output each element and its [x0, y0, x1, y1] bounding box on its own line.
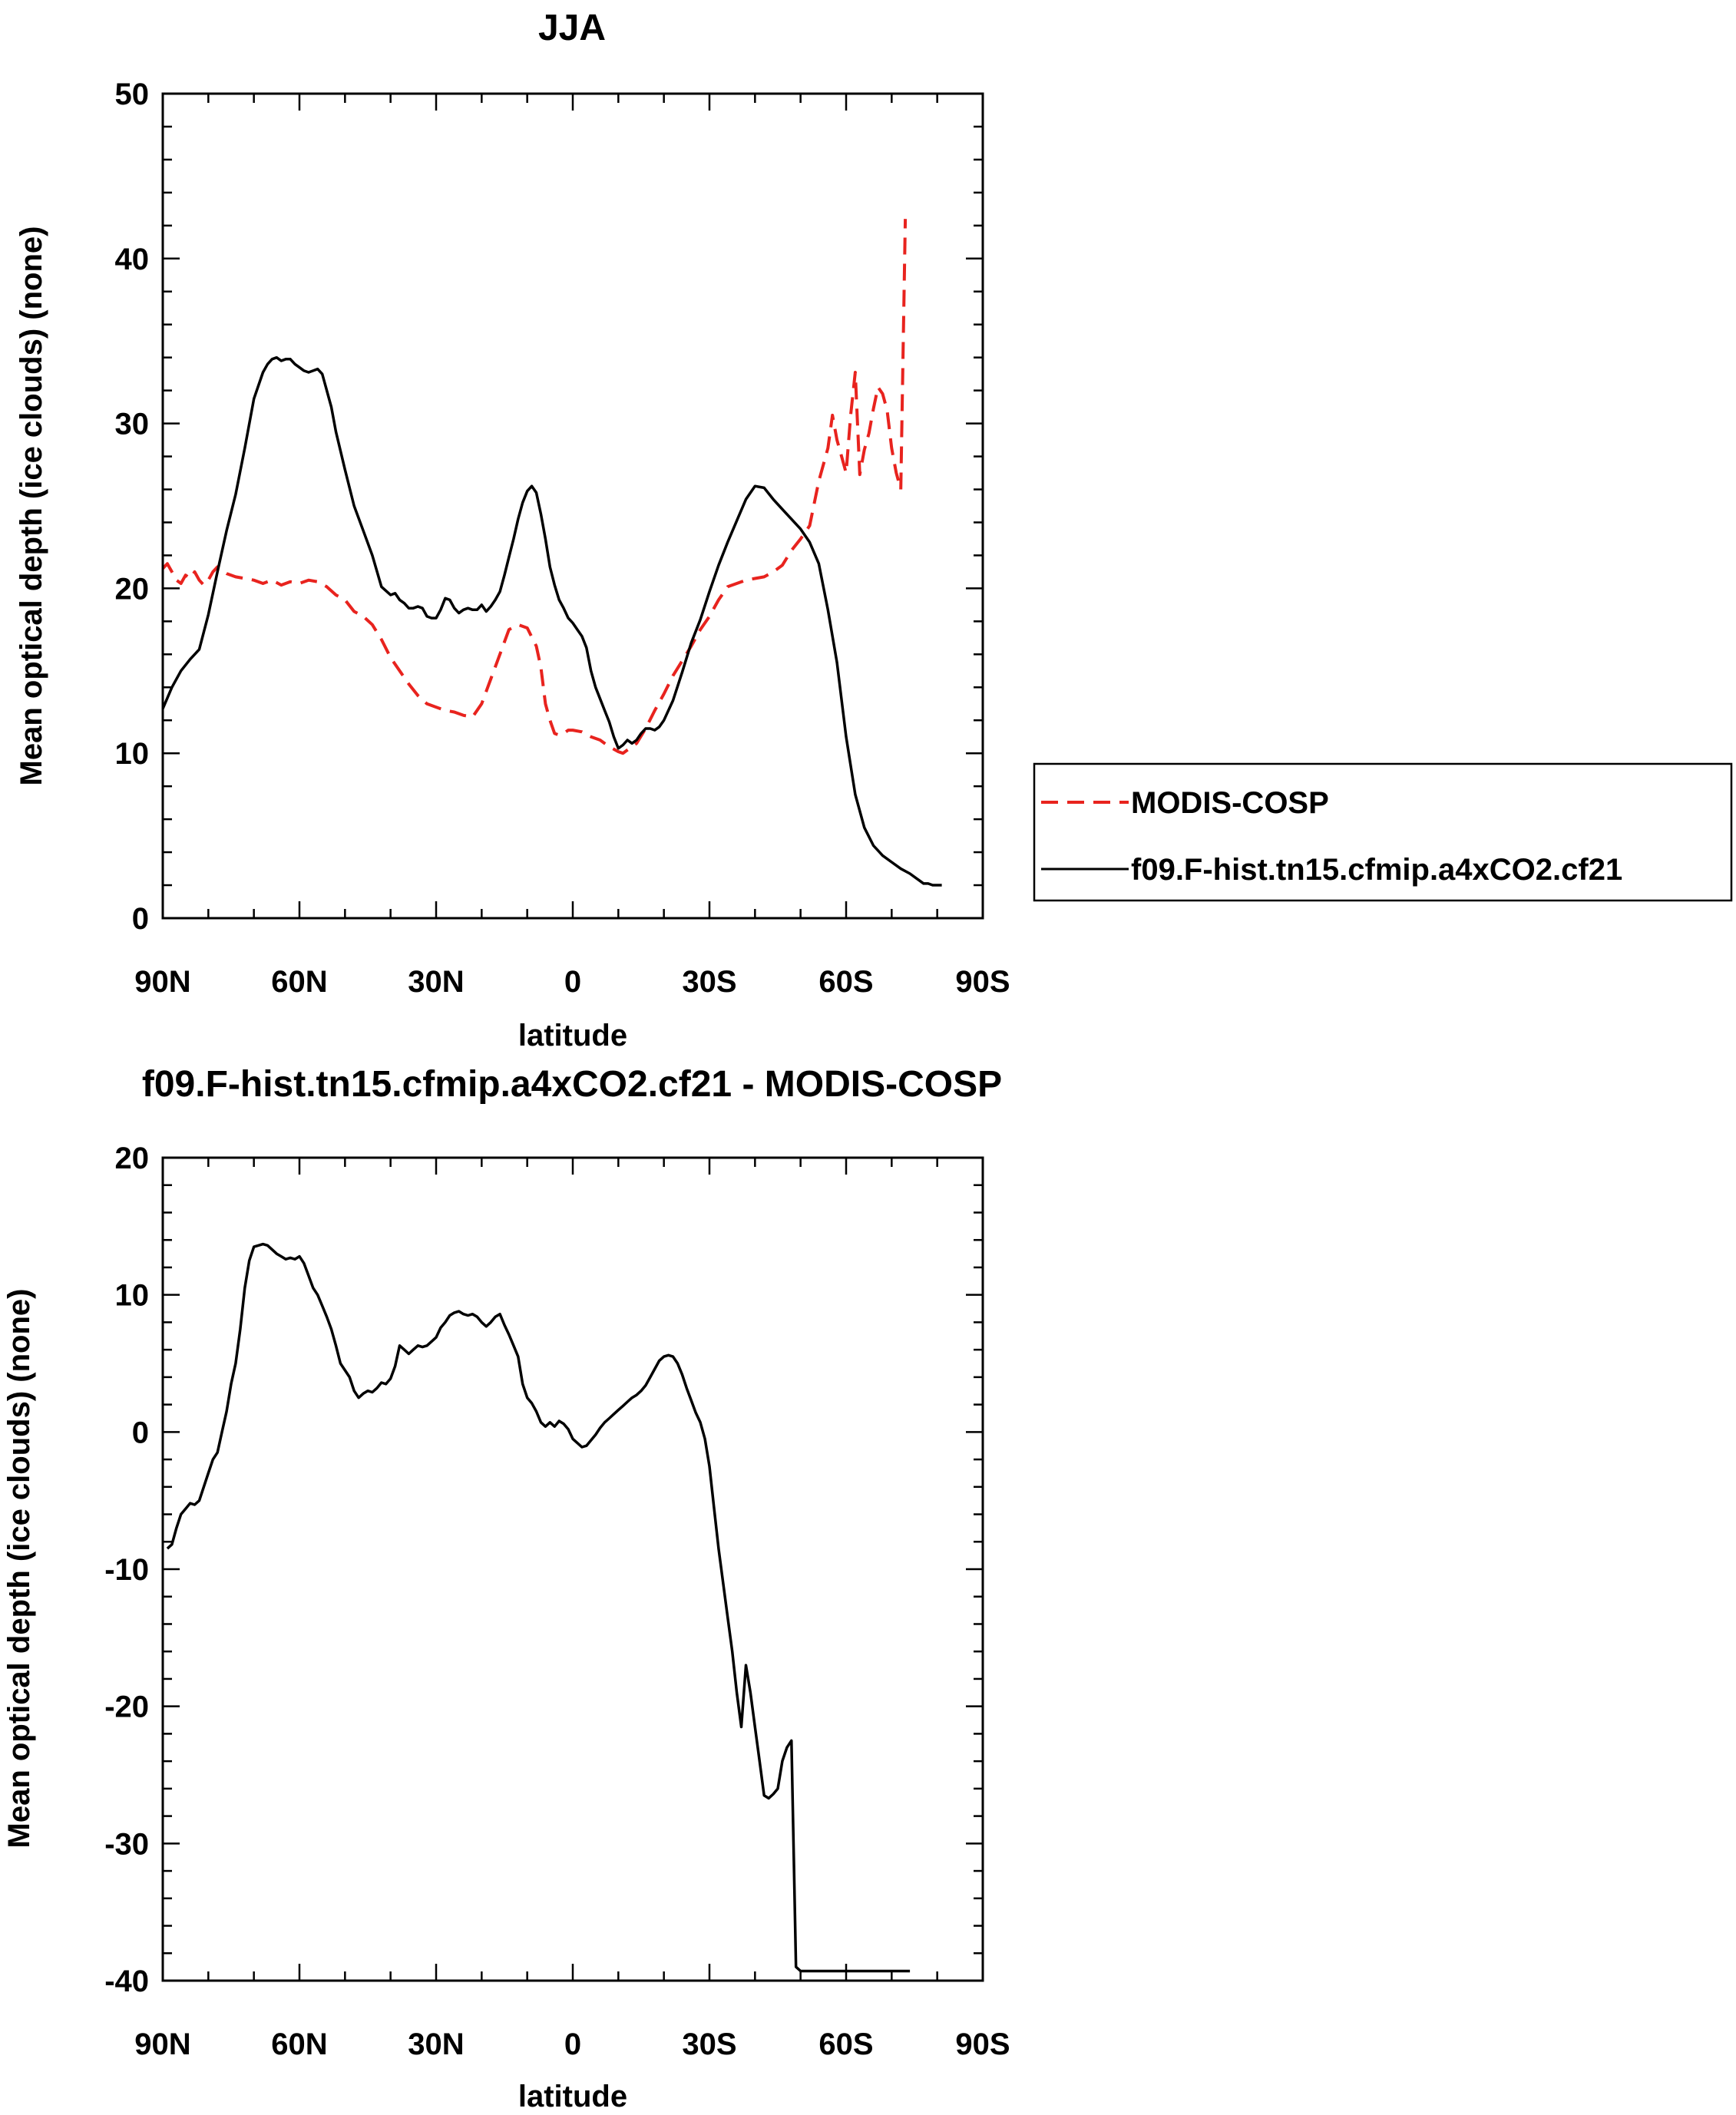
legend-box [1033, 762, 1733, 902]
legend: MODIS-COSP f09.F-hist.tn15.cfmip.a4xCO2.… [1033, 762, 1733, 902]
top-plot-frame [161, 92, 984, 920]
bottom-series-lines [166, 1242, 911, 1973]
top-x-tick-labels: 90N 60N 30N 0 30S 60S 90S [134, 965, 1010, 999]
legend-label-model: f09.F-hist.tn15.cfmip.a4xCO2.cf21 [1131, 853, 1622, 887]
top-y-tick-label-0: 0 [132, 902, 149, 936]
top-series-line-1 [161, 355, 942, 887]
top-series-lines [161, 219, 942, 887]
top-x-tick-label-60n: 60N [271, 965, 327, 999]
top-y-tick-label-20: 20 [115, 572, 150, 606]
bottom-panel: f09.F-hist.tn15.cfmip.a4xCO2.cf21 - MODI… [2, 1064, 1010, 2113]
top-y-tick-label-50: 50 [115, 78, 150, 111]
bottom-x-tick-label-60s: 60S [818, 2027, 873, 2061]
bottom-y-tick-label-10: 10 [115, 1279, 150, 1313]
bottom-series-line-0 [166, 1242, 911, 1973]
top-x-tick-label-30s: 30S [682, 965, 736, 999]
top-plot-area [161, 92, 984, 920]
bottom-plot-frame [161, 1156, 984, 1982]
bottom-chart-title: f09.F-hist.tn15.cfmip.a4xCO2.cf21 - MODI… [142, 1064, 1002, 1105]
bottom-x-tick-label-0: 0 [564, 2027, 581, 2061]
bottom-y-axis-label: Mean optical depth (ice clouds) (none) [2, 1289, 36, 1849]
bottom-y-tick-labels: -40 -30 -20 -10 0 10 20 [104, 1142, 149, 1998]
top-x-tick-label-30n: 30N [408, 965, 464, 999]
top-tick-marks [161, 92, 984, 920]
legend-label-modis-cosp: MODIS-COSP [1131, 786, 1329, 820]
top-chart-title: JJA [538, 8, 606, 48]
bottom-x-tick-label-30s: 30S [682, 2027, 736, 2061]
top-x-tick-label-60s: 60S [818, 965, 873, 999]
bottom-y-tick-label-minus-10: -10 [104, 1553, 149, 1587]
bottom-tick-marks [161, 1156, 984, 1982]
top-panel: JJA 0 10 20 30 40 50 90N 60N 30N 0 30S 6… [15, 8, 1733, 1053]
top-series-line-0 [161, 219, 908, 755]
top-y-tick-labels: 0 10 20 30 40 50 [115, 78, 150, 936]
bottom-x-tick-label-90n: 90N [134, 2027, 190, 2061]
top-y-tick-label-10: 10 [115, 737, 150, 771]
bottom-plot-area [161, 1156, 984, 1982]
top-y-tick-label-30: 30 [115, 408, 150, 441]
bottom-x-axis-label: latitude [518, 2080, 627, 2113]
top-x-axis-label: latitude [518, 1019, 627, 1053]
bottom-y-tick-label-minus-30: -30 [104, 1827, 149, 1861]
bottom-y-tick-label-0: 0 [132, 1416, 149, 1449]
bottom-x-tick-labels: 90N 60N 30N 0 30S 60S 90S [134, 2027, 1010, 2061]
bottom-x-tick-label-60n: 60N [271, 2027, 327, 2061]
bottom-y-tick-label-20: 20 [115, 1142, 150, 1175]
top-x-tick-label-0: 0 [564, 965, 581, 999]
top-x-tick-label-90s: 90S [955, 965, 1010, 999]
bottom-x-tick-label-90s: 90S [955, 2027, 1010, 2061]
bottom-y-tick-label-minus-20: -20 [104, 1690, 149, 1724]
top-y-tick-label-40: 40 [115, 243, 150, 276]
bottom-y-tick-label-minus-40: -40 [104, 1965, 149, 1998]
bottom-x-tick-label-30n: 30N [408, 2027, 464, 2061]
top-x-tick-label-90n: 90N [134, 965, 190, 999]
top-y-axis-label: Mean optical depth (ice clouds) (none) [15, 226, 48, 786]
